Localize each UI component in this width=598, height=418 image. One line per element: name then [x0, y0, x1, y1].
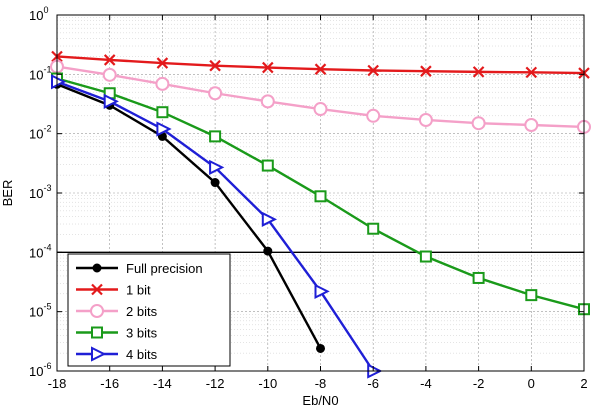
legend-4-bits-label: 4 bits: [126, 347, 158, 362]
legend-4-bits-point: [91, 346, 107, 362]
legend-1-bit-point: [91, 283, 103, 296]
series-1-bit-point: [420, 65, 432, 77]
x-tick-label: 2: [580, 376, 587, 391]
series-3-bits-point: [367, 222, 380, 235]
y-tick-label: 10-6: [29, 361, 51, 379]
legend: Full precision 1 bit 2 bits 3 bits 4 bits: [67, 253, 231, 367]
y-tick-label: 100: [29, 5, 48, 23]
series-4-bits-point: [103, 93, 119, 110]
series-2-bits-point: [524, 117, 539, 132]
series-2-bits-point: [260, 94, 275, 109]
series-4-bits-point: [314, 283, 330, 299]
series-4-bits-point: [261, 211, 278, 227]
y-axis: 100 10-1 10-2 10-3 10-4 10-5 10-6: [29, 5, 584, 379]
series-3-bits-point: [525, 289, 538, 302]
series-full-precision-point: [210, 178, 220, 188]
series-1-bit-point: [314, 63, 327, 75]
y-tick-label: 10-4: [29, 242, 51, 260]
series-1-bit-point: [209, 59, 221, 72]
legend-2-bits-label: 2 bits: [126, 304, 158, 319]
series-2-bits-point: [366, 108, 381, 123]
legend-3-bits-point: [91, 326, 103, 339]
x-tick-label: -14: [153, 376, 172, 391]
series-1-bit-point: [367, 64, 379, 77]
legend-3-bits-label: 3 bits: [126, 326, 158, 341]
x-tick-label: -12: [206, 376, 225, 391]
series-1-bit-point: [525, 66, 538, 79]
legend-1-bit-label: 1 bit: [126, 283, 151, 298]
series-3-bits-point: [419, 250, 432, 263]
series-1-bit: [51, 50, 590, 79]
y-tick-label: 10-3: [29, 183, 51, 201]
y-tick-label: 10-5: [29, 302, 51, 320]
series-1-bit-point: [156, 57, 169, 69]
legend-1-bit: 1 bit: [76, 283, 151, 298]
legend-2-bits: 2 bits: [76, 304, 158, 319]
y-axis-label: BER: [0, 180, 15, 207]
x-tick-label: -10: [258, 376, 277, 391]
x-tick-label: -4: [420, 376, 432, 391]
series-4-bits-point: [51, 74, 67, 90]
x-axis: -18 -16 -14 -12 -10 -8 -6 -4 -2 0 2: [48, 15, 588, 391]
series-full-precision-point: [316, 343, 325, 353]
series-2-bits-point: [313, 102, 328, 117]
series-4-bits-point: [156, 121, 172, 137]
x-tick-label: -18: [48, 376, 67, 391]
series-1-bit-point: [472, 66, 485, 78]
legend-full-precision-label: Full precision: [126, 261, 203, 276]
series-2-bits-point: [102, 67, 117, 82]
series-1-bit-point: [262, 61, 274, 74]
legend-full-precision-point: [92, 263, 102, 273]
series-4-bits: [51, 74, 383, 379]
series-4-bits-point: [209, 159, 225, 176]
legend-3-bits: 3 bits: [76, 326, 158, 341]
series-2-bits-point: [471, 116, 486, 131]
series-2-bits-point: [155, 76, 170, 91]
x-tick-label: -6: [367, 376, 379, 391]
series-layer: [50, 50, 591, 379]
series-3-bits-point: [209, 130, 222, 143]
series-2-bits-point: [208, 86, 223, 101]
y-tick-label: 10-2: [29, 124, 51, 142]
series-full-precision-line: [56, 83, 322, 350]
legend-4-bits: 4 bits: [76, 346, 158, 362]
series-3-bits-point: [314, 190, 327, 203]
series-full-precision-point: [263, 246, 273, 256]
series-1-bit-point: [103, 54, 116, 66]
series-3-bits-point: [156, 106, 169, 119]
x-axis-label: Eb/N0: [302, 393, 338, 408]
x-tick-label: -2: [473, 376, 485, 391]
x-tick-label: -8: [315, 376, 327, 391]
series-2-bits-point: [418, 112, 433, 127]
y-tick-label: 10-1: [29, 64, 51, 82]
x-tick-label: 0: [528, 376, 535, 391]
series-3-bits-point: [261, 159, 274, 172]
legend-full-precision: Full precision: [76, 261, 203, 276]
x-tick-label: -16: [100, 376, 119, 391]
legend-2-bits-point: [90, 304, 104, 318]
series-3-bits-point: [472, 271, 485, 284]
